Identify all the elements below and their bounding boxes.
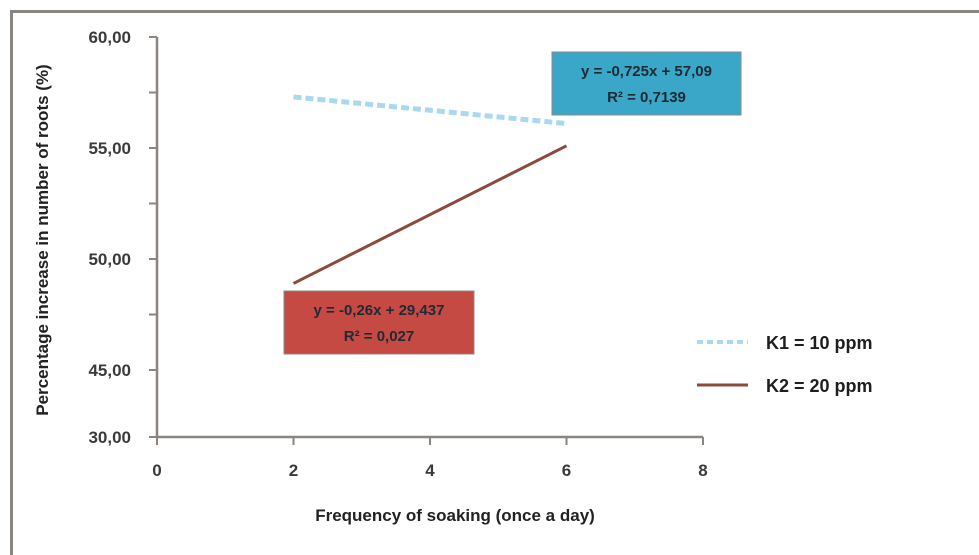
legend: K1 = 10 ppm K2 = 20 ppm: [697, 333, 873, 396]
equation-label: y = -0,725x + 57,09: [581, 63, 712, 80]
x-tick-label: 4: [425, 461, 435, 480]
r-squared-label: R² = 0,027: [344, 328, 414, 345]
x-tick-label: 2: [289, 461, 298, 480]
x-axis-title: Frequency of soaking (once a day): [315, 506, 595, 525]
legend-label-1: K1 = 10 ppm: [766, 333, 873, 353]
x-tick-label: 0: [152, 461, 161, 480]
y-tick-label: 50,00: [88, 250, 131, 269]
series-line-2: [292, 144, 568, 285]
y-tick-label: 45,00: [88, 361, 131, 380]
x-tick-label: 6: [562, 461, 571, 480]
y-tick-label: 30,00: [88, 428, 131, 447]
equation-box-2: [283, 290, 475, 355]
y-tick-label: 55,00: [88, 139, 131, 158]
series-layer: [292, 94, 568, 285]
equation-box-1: [551, 51, 742, 116]
y-tick-label: 60,00: [88, 28, 131, 47]
y-axis-title: Percentage increase in number of roots (…: [33, 64, 52, 415]
x-tick-label: 8: [698, 461, 707, 480]
legend-label-2: K2 = 20 ppm: [766, 376, 873, 396]
equation-label: y = -0,26x + 29,437: [314, 302, 445, 319]
r-squared-label: R² = 0,7139: [607, 89, 686, 106]
series-line-1: [293, 94, 567, 127]
chart-frame: [10, 10, 979, 555]
annotation-layer: y = -0,725x + 57,09 R² = 0,7139 y = -0,26x…: [283, 51, 742, 355]
axes: 30,00 45,00 50,00 55,00 60,00 0 2 4 6 8: [88, 28, 707, 480]
